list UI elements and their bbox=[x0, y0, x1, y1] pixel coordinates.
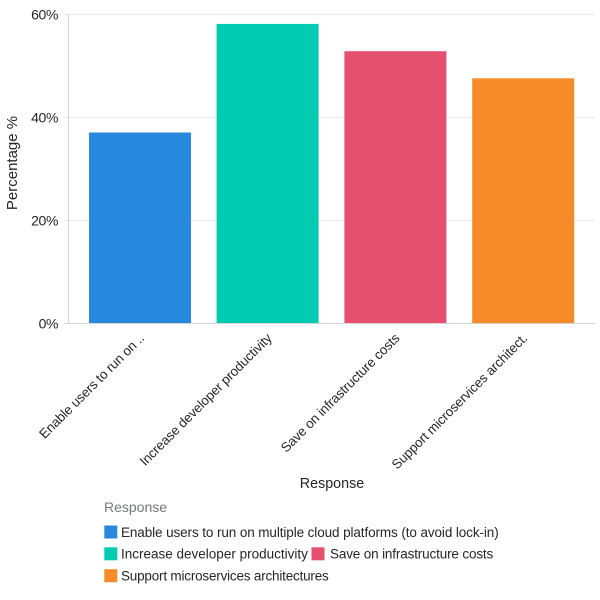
svg-text:60%: 60% bbox=[31, 6, 58, 22]
svg-text:0%: 0% bbox=[39, 315, 58, 331]
svg-text:Percentage %: Percentage % bbox=[4, 116, 21, 210]
svg-text:Support microservices architec: Support microservices architectures bbox=[121, 569, 329, 584]
svg-text:Enable users to run on multipl: Enable users to run on multiple cloud pl… bbox=[121, 525, 499, 540]
svg-text:40%: 40% bbox=[31, 109, 58, 125]
svg-text:Response: Response bbox=[300, 476, 364, 492]
svg-text:Increase developer productivit: Increase developer productivity bbox=[121, 547, 308, 562]
svg-text:Response: Response bbox=[104, 499, 167, 515]
svg-text:Save on infrastructure costs: Save on infrastructure costs bbox=[330, 547, 494, 562]
svg-text:20%: 20% bbox=[31, 212, 58, 228]
